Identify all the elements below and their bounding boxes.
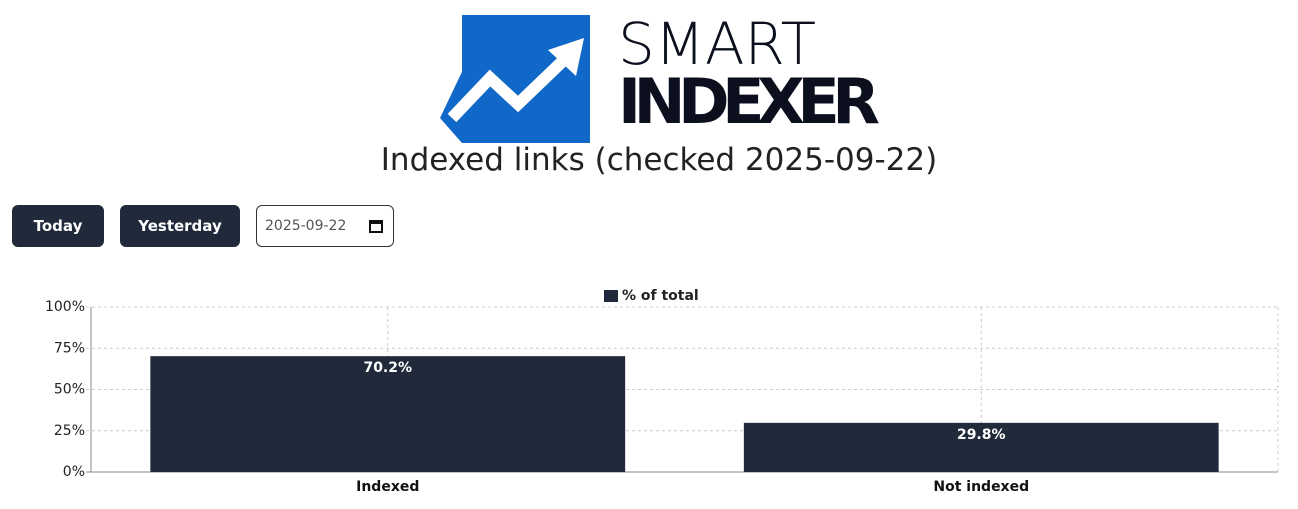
calendar-icon: [369, 220, 383, 233]
chart: 0% 25% 50% 75% 100% Indexed Not indexed 70.2% 29…: [45, 288, 1279, 495]
logo-arrow: [447, 51, 573, 123]
y-tick-label: 25%: [54, 423, 85, 439]
logo-shape: [440, 55, 470, 143]
y-tick-label: 0%: [63, 464, 85, 480]
x-tick-label: Indexed: [356, 479, 419, 495]
yesterday-button[interactable]: Yesterday: [120, 205, 240, 247]
bar: [743, 422, 1219, 472]
logo-arrowhead: [548, 38, 584, 76]
y-tick-label: 75%: [54, 340, 85, 356]
today-button[interactable]: Today: [12, 205, 104, 247]
y-tick-label: 50%: [54, 382, 85, 398]
logo: SMART INDEXER: [440, 10, 880, 143]
date-value: 2025-09-22: [265, 218, 347, 234]
page-title: Indexed links (checked 2025-09-22): [380, 142, 938, 178]
date-input[interactable]: 2025-09-22: [256, 205, 394, 247]
value-label: 29.8%: [957, 427, 1006, 443]
legend-label: % of total: [622, 288, 699, 304]
y-tick-label: 100%: [45, 299, 85, 315]
value-label: 70.2%: [363, 360, 412, 376]
x-tick-label: Not indexed: [933, 479, 1029, 495]
logo-bottom: INDEXER: [618, 65, 880, 138]
bar: [150, 356, 626, 472]
logo-top: SMART: [618, 10, 816, 78]
legend-swatch: [604, 290, 618, 302]
